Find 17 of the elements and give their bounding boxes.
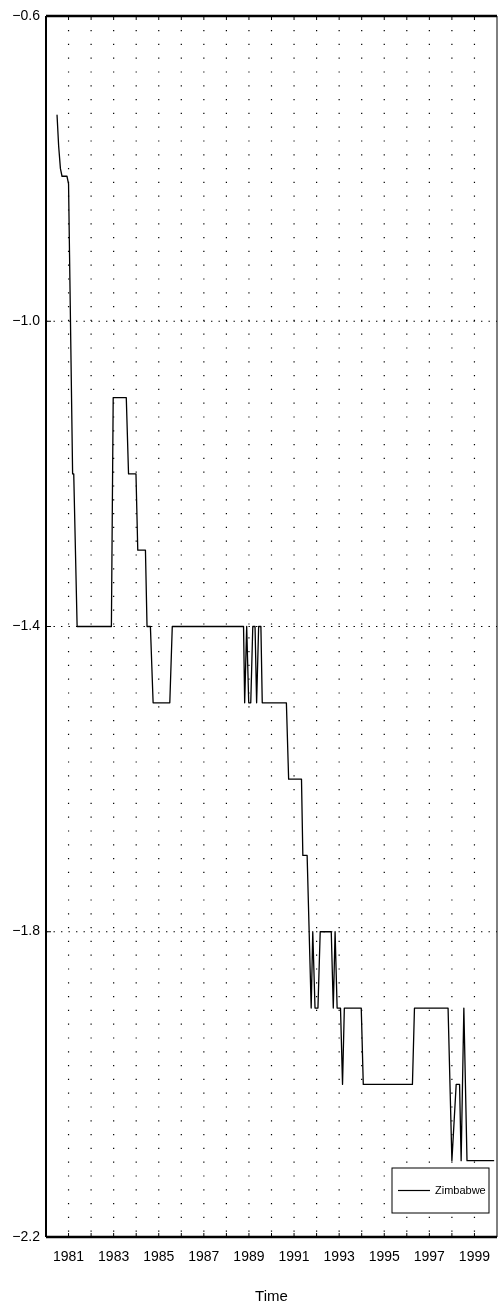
x-tick-label: 1999 [458, 1247, 491, 1264]
x-tick-label: 1991 [278, 1247, 310, 1264]
x-tick-label: 1981 [52, 1247, 85, 1264]
x-tick-label: 1987 [188, 1247, 220, 1264]
x-tick-label: 1995 [368, 1247, 401, 1264]
y-tick-label: −0.6 [12, 6, 41, 23]
y-tick-label: −2.2 [12, 1227, 41, 1244]
y-tick-label: −1.0 [12, 311, 41, 328]
x-tick-label: 1983 [98, 1247, 130, 1264]
x-tick-label: 1993 [323, 1247, 355, 1264]
x-tick-label: 1985 [143, 1247, 175, 1264]
y-tick-label: −1.4 [12, 617, 41, 634]
x-tick-label: 1989 [233, 1247, 265, 1264]
legend-label: Zimbabwe [435, 1183, 486, 1196]
x-axis-title: Time [255, 1286, 288, 1304]
x-tick-label: 1997 [413, 1247, 446, 1264]
y-tick-label: −1.8 [12, 922, 41, 939]
